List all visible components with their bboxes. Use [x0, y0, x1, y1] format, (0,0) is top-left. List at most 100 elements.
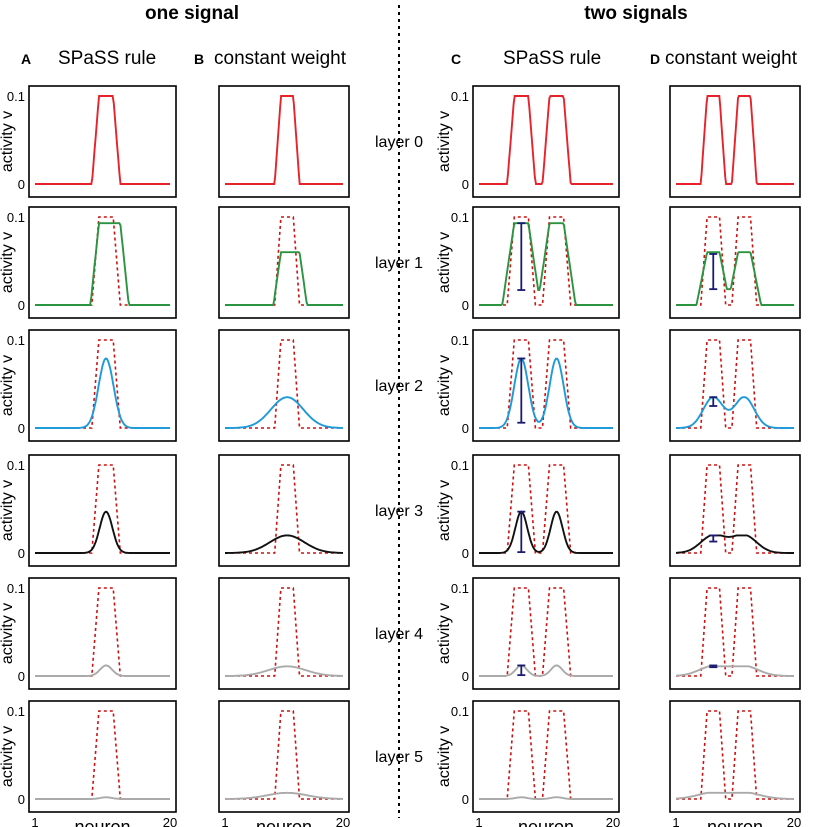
panel-b-layer-4	[218, 577, 350, 690]
panel-frame	[218, 454, 350, 567]
column-B-header: B constant weight	[194, 48, 347, 69]
x-tick-1: 1	[221, 815, 228, 827]
activity-curve	[225, 665, 343, 677]
x-tick-20: 20	[787, 815, 801, 827]
activity-curve	[225, 251, 343, 306]
input-signal-dashed	[676, 587, 794, 677]
input-signal-dashed	[479, 464, 613, 554]
panel-d-layer-0	[669, 85, 801, 198]
panel-frame	[472, 454, 620, 567]
y-axis-label: activity v	[0, 111, 16, 172]
x-tick-20: 20	[606, 815, 620, 827]
activity-curve	[675, 791, 794, 800]
y-axis-label: activity v	[436, 355, 453, 416]
activity-curve	[479, 664, 613, 677]
input-signal-dashed	[479, 339, 613, 429]
y-tick-0: 0	[462, 298, 469, 313]
x-tick-1: 1	[475, 815, 482, 827]
activity-curve	[35, 510, 170, 554]
panel-letter-c: C	[451, 51, 461, 67]
column-C-header: C SPaSS rule	[451, 48, 601, 69]
panel-frame	[218, 85, 350, 198]
x-tick-20: 20	[336, 815, 350, 827]
activity-curve	[676, 95, 794, 185]
input-signal-dashed	[225, 339, 343, 429]
panel-letter-b: B	[194, 51, 204, 67]
y-tick-0.1: 0.1	[7, 333, 25, 348]
input-signal-dashed	[676, 464, 794, 554]
panel-frame	[669, 454, 801, 567]
panel-b-layer-1	[218, 206, 350, 319]
column-title-a: SPaSS rule	[58, 48, 156, 69]
activity-curve	[225, 95, 343, 185]
y-tick-0: 0	[18, 669, 25, 684]
activity-curve	[224, 791, 343, 800]
panel-d-layer-4	[669, 577, 801, 690]
input-signal-dashed	[225, 216, 343, 306]
y-tick-0.1: 0.1	[451, 89, 469, 104]
y-tick-0: 0	[18, 298, 25, 313]
layer-label-5: layer 5	[375, 749, 423, 766]
panel-c-layer-3: 0.1 0 activity v	[436, 454, 620, 567]
panel-frame	[28, 85, 177, 198]
y-tick-0: 0	[462, 792, 469, 807]
panel-b-layer-3	[218, 454, 350, 567]
panel-frame	[218, 206, 350, 319]
x-tick-20: 20	[163, 815, 177, 827]
panel-frame	[28, 206, 177, 319]
y-tick-0: 0	[18, 546, 25, 561]
panel-c-layer-4: 0.1 0 activity v	[436, 577, 620, 690]
layer-label-4: layer 4	[375, 626, 423, 643]
layer-label-3: layer 3	[375, 503, 423, 520]
panel-frame	[218, 329, 350, 442]
activity-curve	[35, 664, 170, 677]
layer-label-0: layer 0	[375, 134, 423, 151]
panel-frame	[669, 329, 801, 442]
y-tick-0.1: 0.1	[451, 458, 469, 473]
panel-frame	[669, 577, 801, 690]
panel-letter-d: D	[650, 51, 660, 67]
panel-d-layer-5: 1 20 neuron	[669, 700, 801, 827]
column-D-header: D constant weight	[650, 48, 798, 69]
input-signal-dashed	[676, 216, 794, 306]
panel-frame	[28, 329, 177, 442]
panel-frame	[218, 700, 350, 813]
y-tick-0.1: 0.1	[451, 704, 469, 719]
y-tick-0.1: 0.1	[451, 210, 469, 225]
y-axis-label: activity v	[0, 232, 16, 293]
input-signal-dashed	[225, 587, 343, 677]
header-two-signals: two signals	[584, 3, 687, 24]
activity-curve	[35, 796, 170, 800]
panel-frame	[472, 700, 620, 813]
y-tick-0.1: 0.1	[7, 581, 25, 596]
panel-b-layer-5: 1 20 neuron	[218, 700, 350, 827]
y-axis-label: activity v	[436, 603, 453, 664]
activity-curve	[479, 510, 613, 554]
y-axis-label: activity v	[0, 603, 16, 664]
y-tick-0: 0	[462, 669, 469, 684]
panel-b-layer-2	[218, 329, 350, 442]
y-tick-0: 0	[462, 546, 469, 561]
y-tick-0: 0	[462, 177, 469, 192]
column-A-header: A SPaSS rule	[21, 48, 156, 69]
panel-frame	[669, 700, 801, 813]
y-axis-label: activity v	[0, 480, 16, 541]
panel-d-layer-1	[669, 206, 801, 319]
activity-curve	[35, 222, 170, 306]
panel-frame	[669, 206, 801, 319]
y-axis-label: activity v	[436, 726, 453, 787]
column-title-b: constant weight	[214, 48, 347, 69]
panel-c-layer-1: 0.1 0 activity v	[436, 206, 620, 319]
input-signal-dashed	[479, 216, 613, 306]
panel-frame	[28, 700, 177, 813]
y-axis-label: activity v	[436, 111, 453, 172]
y-axis-label: activity v	[436, 480, 453, 541]
panel-frame	[472, 206, 620, 319]
panel-frame	[28, 577, 177, 690]
x-axis-label: neuron	[518, 817, 574, 827]
column-title-c: SPaSS rule	[503, 48, 601, 69]
